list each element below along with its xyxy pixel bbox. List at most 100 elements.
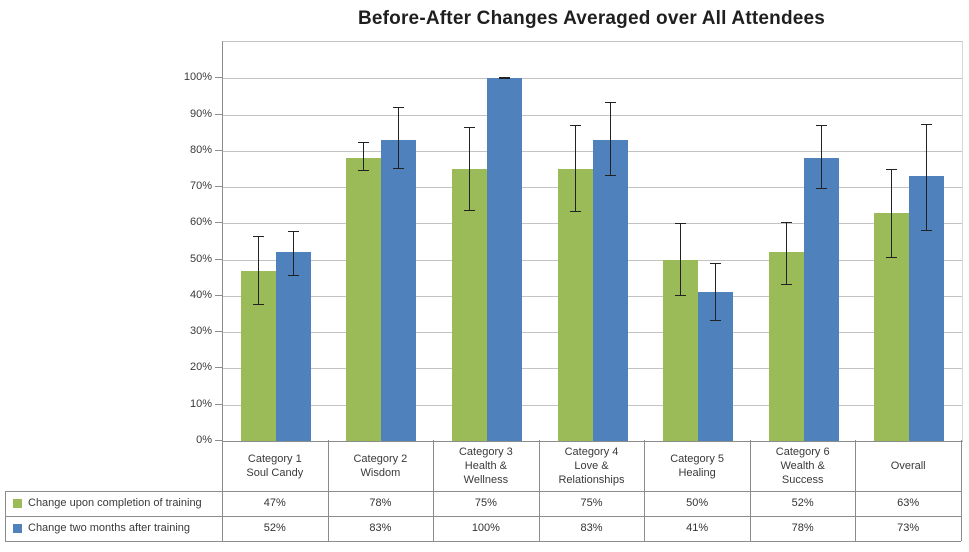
error-bar-top-cap [358,141,370,143]
error-bar-top-cap [252,236,264,238]
category-label: Category 2 Wisdom [328,441,434,491]
category-label-line: Category 2 [353,453,408,465]
bar-green [346,158,382,441]
legend-item: Change two months after training [6,516,221,540]
error-bar-line [363,141,365,171]
y-axis-label: 100% [183,71,212,84]
error-bar-bottom-cap [921,229,933,231]
bar-blue [381,139,417,441]
legend-label: Change two months after training [28,522,191,534]
y-axis-tick [215,77,222,79]
y-axis-label: 50% [189,252,212,265]
error-bar-line [574,125,576,213]
legend-swatch-green [13,498,22,508]
category-label-line: Soul Candy [246,467,304,479]
error-bar [675,223,687,296]
error-bar-top-cap [393,107,405,109]
y-axis-label: 60% [189,216,212,229]
column-separator [222,440,223,541]
error-bar [780,221,792,286]
error-bar-top-cap [463,127,475,129]
legend-item: Change upon completion of training [6,491,221,515]
error-bar-top-cap [498,78,510,80]
category-label: Category 1 Soul Candy [222,441,328,491]
column-separator [327,440,329,541]
table-value-cell: 47% [263,497,286,509]
chart-title: Before-After Changes Averaged over All A… [357,8,826,29]
error-bar-top-cap [604,101,616,103]
y-axis-label: 30% [189,325,212,338]
error-bar [358,141,370,171]
category-label-line: Success [781,474,824,486]
table-rule [5,516,961,517]
error-bar [252,236,264,305]
category-label: Overall [855,441,961,491]
category-label-line: Category 6 [775,446,830,458]
legend-swatch-blue [13,523,22,533]
category-label-line: Health & [464,460,507,472]
error-bar-bottom-cap [358,169,370,171]
y-axis-label: 80% [189,143,212,156]
error-bar [463,127,475,211]
table-value-cell: 75% [474,497,497,509]
column-separator [538,440,540,541]
table-value-cell: 63% [897,497,920,509]
table-value-cell: 52% [263,522,286,534]
error-bar-bottom-cap [393,167,405,169]
y-axis-label: 20% [189,361,212,374]
y-axis-tick [215,367,222,369]
legend-left-border [5,491,6,541]
category-label-line: Love & [574,460,609,472]
bar-blue [592,139,628,441]
error-bar [569,125,581,213]
legend-label: Change upon completion of training [28,497,202,509]
y-axis-label: 70% [189,180,212,193]
table-value-cell: 83% [369,522,392,534]
category-label-line: Category 3 [458,446,513,458]
bar-blue [275,252,311,441]
category-label: Category 3 Health & Wellness [433,441,539,491]
error-bar-bottom-cap [569,211,581,213]
table-value-cell: 83% [580,522,603,534]
error-bar-line [715,263,717,322]
error-bar-bottom-cap [604,175,616,177]
category-label-line: Wisdom [360,467,401,479]
gridline [223,78,962,80]
category-label-line: Relationships [558,474,625,486]
category-label-line: Category 4 [564,446,619,458]
error-bar-bottom-cap [498,77,510,79]
column-separator [855,440,857,541]
error-bar [604,101,616,177]
bar-green [557,169,593,441]
error-bar [393,107,405,169]
error-bar [287,230,299,276]
category-label-line: Wealth & [780,460,825,472]
error-bar-bottom-cap [252,303,264,305]
error-bar-bottom-cap [287,274,299,276]
error-bar [921,123,933,231]
table-value-cell: 41% [686,522,709,534]
category-label: Category 4 Love & Relationships [539,441,645,491]
error-bar-bottom-cap [886,256,898,258]
bar-green [451,169,487,441]
category-label: Category 5 Healing [644,441,750,491]
error-bar [886,169,898,258]
error-bar-line [785,221,787,286]
column-separator [433,440,435,541]
table-value-cell: 52% [791,497,814,509]
plot-area [222,41,963,442]
error-bar-line [292,230,294,276]
column-separator [644,440,646,541]
bar-blue [486,78,522,441]
y-axis-tick [215,258,222,260]
column-separator [749,440,751,541]
error-bar-top-cap [815,125,827,127]
error-bar-line [257,236,259,305]
y-axis-label: 90% [189,107,212,120]
error-bar-top-cap [287,230,299,232]
error-bar-top-cap [886,169,898,170]
error-bar-bottom-cap [780,284,792,286]
y-axis-tick [215,186,222,188]
error-bar-bottom-cap [463,209,475,211]
